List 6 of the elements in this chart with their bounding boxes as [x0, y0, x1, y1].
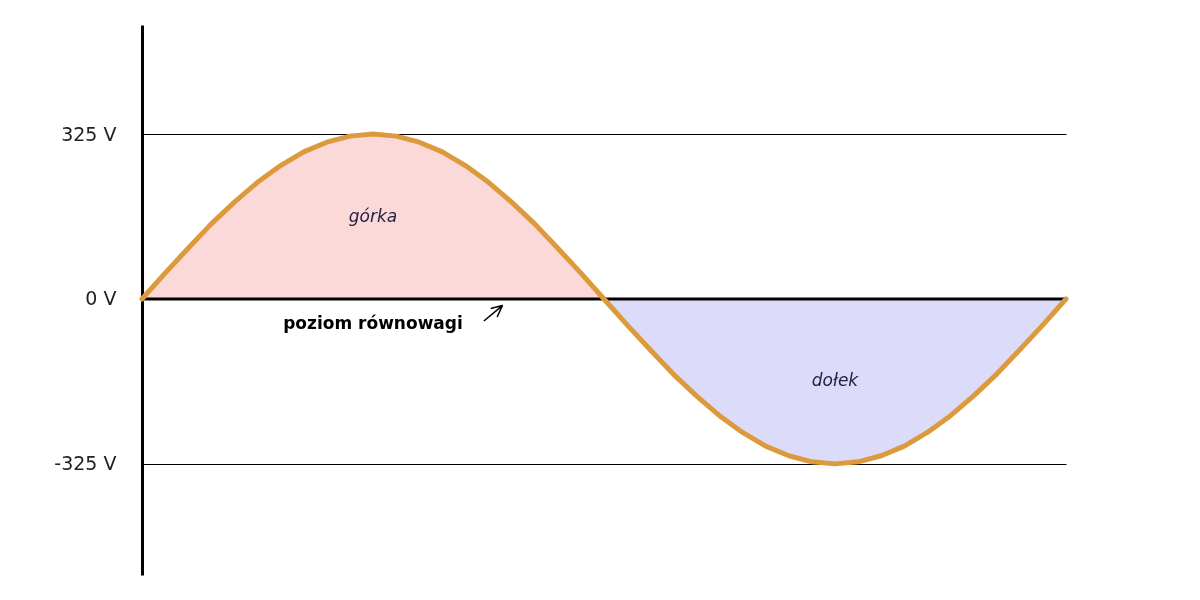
y-tick-label: 325 V [61, 122, 117, 145]
series-label: dołek [811, 370, 860, 391]
y-tick-label: 0 V [85, 287, 117, 310]
legend-label: poziom równowagi [283, 312, 463, 333]
y-tick-label: -325 V [54, 452, 117, 475]
series-label: górka [348, 205, 398, 226]
